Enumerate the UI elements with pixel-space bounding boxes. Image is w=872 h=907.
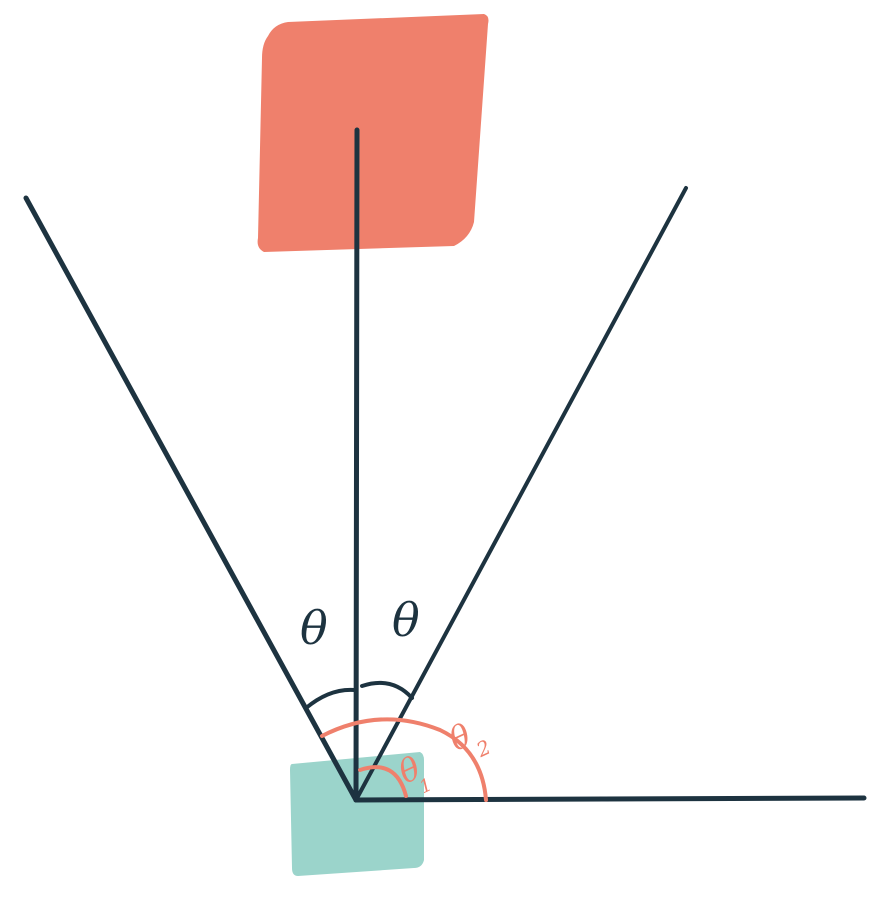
theta-2-label: θ	[443, 716, 477, 759]
theta-1-arc	[358, 765, 408, 798]
ray-right	[354, 186, 688, 802]
ray-center	[353, 127, 360, 803]
theta-left-arc	[304, 687, 357, 710]
theta-right-label: θ	[392, 593, 420, 647]
ray-horizontal	[353, 795, 867, 803]
theta-2-arc	[320, 717, 488, 802]
theta-right-arc	[360, 681, 414, 700]
target-square	[257, 14, 489, 252]
theta-left-label: θ	[300, 601, 328, 655]
ray-left	[23, 195, 359, 803]
origin-square	[290, 752, 424, 876]
